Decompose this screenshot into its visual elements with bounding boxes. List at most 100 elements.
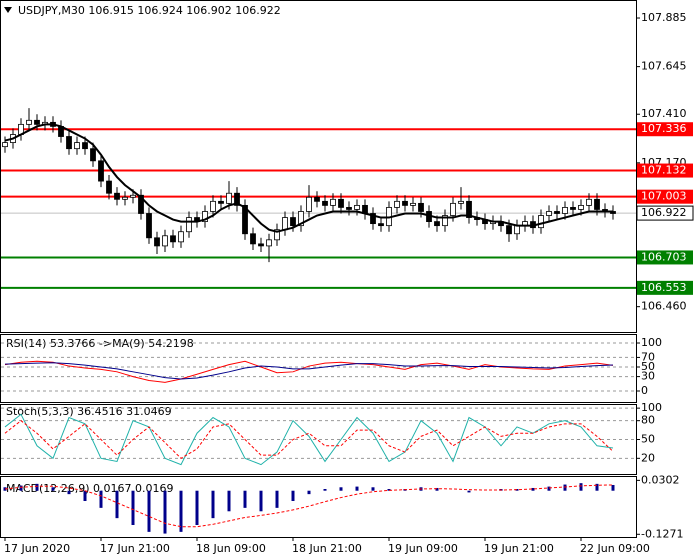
macd-bar [435,487,439,491]
x-tick-label: 18 Jun 09:00 [196,542,266,555]
candle-body [26,119,32,125]
candle-body [218,200,224,204]
macd-bar [355,486,359,491]
candle-body [98,160,104,182]
candle-body [202,211,208,222]
symbol-menu-icon[interactable] [4,7,12,13]
candle-body [66,136,72,150]
candle-body [370,213,376,225]
candle-body [458,200,464,204]
macd-bar [563,484,567,491]
level-label-box [637,189,693,204]
x-tick-label: 19 Jun 09:00 [388,542,458,555]
macd-bar [227,490,231,512]
macd-signal [4,484,614,528]
candle-body [546,211,552,216]
macd-bar [115,490,119,519]
macd-bar [163,490,167,534]
y-tick-label: 30 [641,370,655,383]
candle-body [74,142,80,150]
y-tick-label: 50 [641,360,655,373]
candle-body [226,192,232,204]
candle-body [586,198,592,206]
x-tick-label: 19 Jun 21:00 [484,542,554,555]
candle-body [138,194,144,214]
x-tick-label: 17 Jun 21:00 [100,542,170,555]
macd-bar [467,490,471,493]
candle-body [578,204,584,210]
candle-body [114,192,120,200]
candle-body [282,217,288,231]
candle-body [314,196,320,202]
y-tick-label: 100 [641,401,662,414]
candle-body [338,198,344,208]
candle-body [554,211,560,214]
y-tick-label: 100 [641,336,662,349]
level-label: 107.003 [641,190,687,203]
y-tick-label: -0.1271 [641,527,683,540]
macd-panel [0,476,637,538]
macd-bar [51,487,55,491]
y-tick-label: 80 [641,414,655,427]
x-tick-label: 22 Jun 09:00 [580,542,650,555]
level-label: 106.703 [641,250,687,263]
y-tick-label: 107.885 [641,11,687,24]
level-label: 107.132 [641,164,687,177]
candle-body [402,200,408,206]
x-tick-label: 17 Jun 2020 [4,542,70,555]
candle-body [146,213,152,239]
y-tick-label: 20 [641,451,655,464]
macd-bar [195,490,199,525]
y-tick-label: 50 [641,433,655,446]
level-label-box [637,163,693,178]
candle-body [2,142,8,148]
candle-body [130,194,136,198]
candle-body [186,217,192,233]
candle-body [154,237,160,247]
macd-bar [323,489,327,491]
indicator-line [4,420,614,459]
macd-bar [211,490,215,519]
macd-bar [83,490,87,501]
candle-body [354,204,360,210]
macd-bar [579,483,583,491]
macd-bar [131,490,135,525]
candle-body [410,202,416,206]
candle-body [82,142,88,150]
indicator-line [4,360,614,383]
candle-body [346,207,352,210]
candle-body [90,148,96,162]
macd-bar [67,490,71,495]
candle-body [234,192,240,206]
candle-body [506,225,512,235]
candle-body [322,200,328,206]
macd-bar [19,485,23,491]
x-tick-label: 18 Jun 21:00 [292,542,362,555]
main-panel [0,0,637,333]
candle-body [242,204,248,235]
macd-bar [371,487,375,491]
candle-body [170,235,176,243]
price-label: 106.922 [641,206,687,219]
macd-bar [307,490,311,495]
macd-bar [387,489,391,491]
macd-bar [547,486,551,491]
macd-bar [179,490,183,532]
macd-bar [99,490,103,508]
symbol-header: USDJPY,M30 106.915 106.924 106.902 106.9… [18,4,281,17]
level-label: 106.553 [641,281,687,294]
candle-body [266,239,272,247]
candle-body [378,223,384,227]
level-label-box [637,122,693,137]
macd-bar [291,490,295,501]
y-tick-label: 70 [641,350,655,363]
candle-body [122,196,128,200]
macd-bar [259,490,263,512]
candle-body [434,221,440,227]
macd-bar [595,483,599,491]
candle-body [466,200,472,218]
candle-body [394,200,400,208]
candle-body [162,235,168,247]
indicator-line [4,362,614,380]
